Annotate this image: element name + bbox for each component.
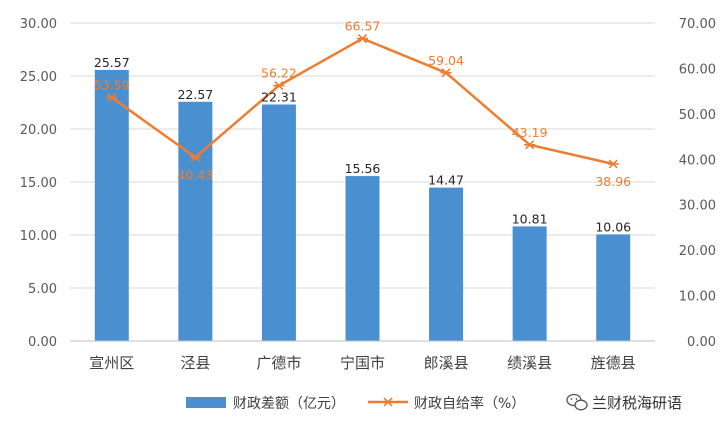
line-data-label: 38.96 — [595, 174, 631, 189]
line-data-label: 66.57 — [345, 19, 381, 34]
watermark: 兰财税海研语 — [566, 393, 682, 412]
bar-data-label: 10.81 — [512, 211, 548, 226]
line-point — [273, 81, 285, 91]
line-point — [607, 159, 619, 169]
y-axis-left: 0.00 5.00 10.00 15.00 20.00 25.00 30.00 — [20, 17, 57, 350]
watermark-text: 兰财税海研语 — [592, 394, 682, 412]
y-right-tick-label: 20.00 — [679, 244, 716, 259]
legend: 财政差额（亿元） 财政自给率（%） — [186, 395, 525, 412]
bar — [94, 69, 129, 341]
line-data-label: 40.43 — [177, 167, 213, 182]
legend-bar-swatch — [186, 397, 226, 408]
y-left-tick-label: 5.00 — [28, 282, 57, 297]
legend-bar-label: 财政差额（亿元） — [233, 396, 345, 412]
y-left-tick-label: 30.00 — [20, 17, 57, 32]
bar — [261, 104, 296, 341]
x-axis: 宣州区 泾县 广德市 宁国市 郎溪县 绩溪县 旌德县 — [70, 340, 655, 372]
x-category-label: 广德市 — [256, 354, 301, 372]
legend-star — [382, 397, 394, 407]
line-data-label: 43.19 — [512, 125, 548, 140]
y-left-tick-label: 15.00 — [20, 176, 57, 191]
y-right-tick-label: 30.00 — [679, 199, 716, 214]
x-category-label: 郎溪县 — [424, 354, 469, 372]
line-series — [106, 34, 619, 169]
bar-data-label: 25.57 — [94, 55, 130, 70]
y-right-tick-label: 60.00 — [679, 62, 716, 77]
x-category-label: 旌德县 — [591, 354, 636, 372]
y-left-tick-label: 25.00 — [20, 70, 57, 85]
line-data-label: 56.22 — [261, 66, 297, 81]
y-right-tick-label: 10.00 — [679, 290, 716, 305]
line-point — [106, 93, 118, 103]
line-point — [357, 34, 368, 44]
bar — [512, 226, 547, 341]
line-point — [524, 140, 536, 150]
bar-data-label: 22.31 — [261, 90, 297, 105]
x-category-label: 泾县 — [180, 354, 210, 372]
y-left-tick-label: 20.00 — [20, 123, 57, 138]
x-category-label: 绩溪县 — [507, 354, 552, 372]
wechat-icon — [566, 393, 588, 411]
x-category-label: 宣州区 — [89, 354, 134, 372]
bar-data-label: 22.57 — [177, 87, 213, 102]
line-point — [189, 152, 201, 162]
legend-star-marker — [382, 397, 394, 407]
line-data-label: 53.59 — [94, 78, 130, 93]
y-left-tick-label: 0.00 — [28, 335, 57, 350]
x-category-label: 宁国市 — [340, 354, 385, 372]
legend-line-label: 财政自给率（%） — [414, 395, 525, 412]
bar — [596, 234, 631, 341]
bar-data-label: 15.56 — [345, 161, 381, 176]
y-right-tick-label: 50.00 — [679, 108, 716, 123]
bar-data-label: 14.47 — [428, 173, 464, 188]
bar-data-labels: 25.57 22.57 22.31 15.56 14.47 10.81 10.06 — [94, 55, 631, 234]
bar-data-label: 10.06 — [595, 219, 631, 234]
bar — [178, 101, 213, 342]
bar — [345, 176, 380, 341]
bar-series — [94, 69, 631, 342]
bar — [429, 187, 464, 341]
line-data-labels: 53.59 40.43 56.22 66.57 59.04 43.19 38.96 — [94, 19, 631, 189]
line-data-label: 59.04 — [428, 53, 464, 68]
y-right-tick-label: 40.00 — [679, 153, 716, 168]
y-right-tick-label: 0.00 — [687, 335, 716, 350]
y-right-tick-label: 70.00 — [679, 17, 716, 32]
y-left-tick-label: 10.00 — [20, 229, 57, 244]
line-point — [440, 68, 452, 78]
y-axis-right: 0.00 10.00 20.00 30.00 40.00 50.00 60.00 70.00 — [679, 17, 716, 350]
